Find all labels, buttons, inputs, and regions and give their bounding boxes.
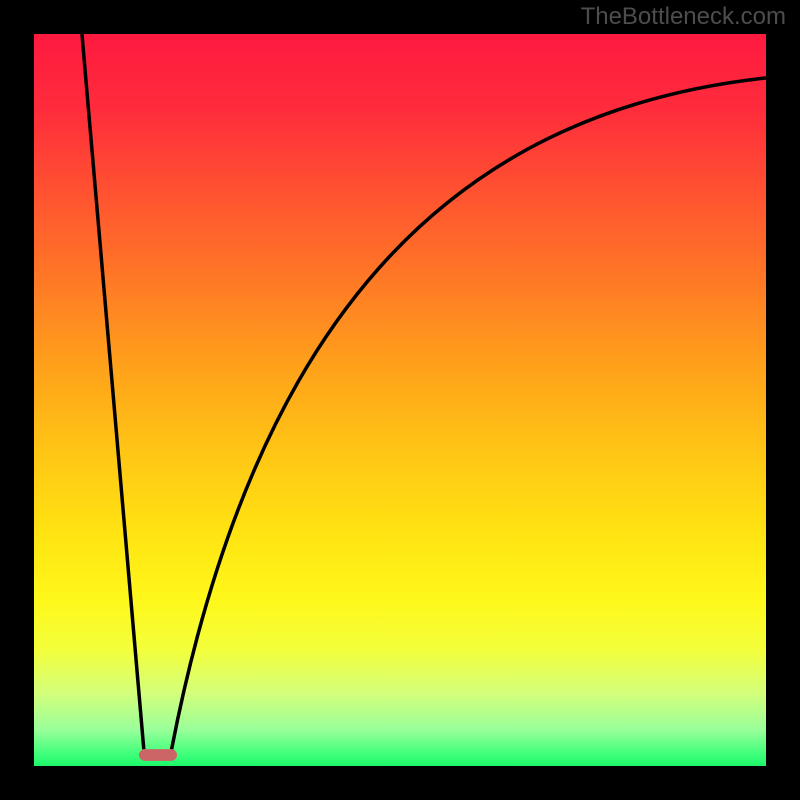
- bottleneck-marker: [139, 749, 177, 761]
- gradient-background: [34, 34, 766, 766]
- chart-container: TheBottleneck.com: [0, 0, 800, 800]
- attribution-text: TheBottleneck.com: [581, 3, 786, 30]
- bottleneck-chart: TheBottleneck.com: [0, 0, 800, 800]
